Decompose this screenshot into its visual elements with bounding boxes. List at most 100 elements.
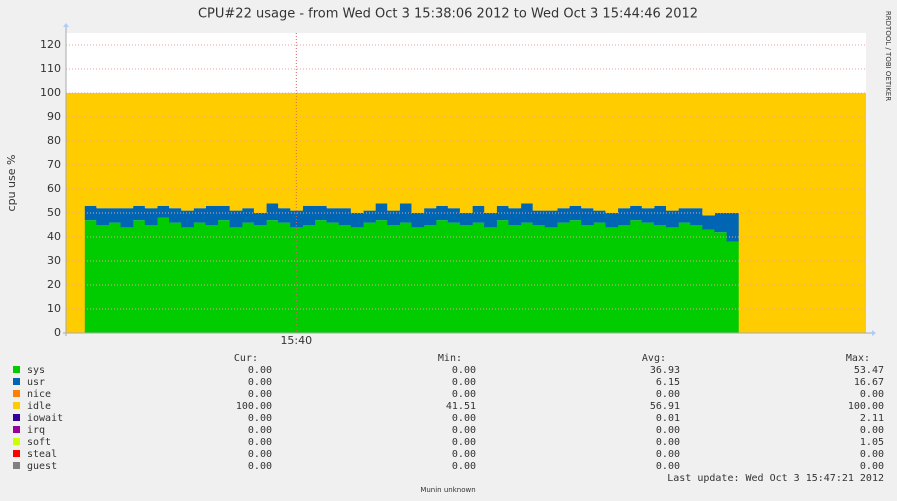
area-segment (690, 208, 703, 225)
summary-value: 2.11 (860, 413, 884, 424)
legend-swatch (13, 426, 20, 433)
area-segment (253, 213, 267, 225)
area-segment (205, 205, 219, 225)
area-segment (617, 93, 631, 209)
legend-label: idle (27, 401, 51, 412)
area-segment (266, 203, 279, 221)
legend-label: iowait (27, 413, 63, 424)
area-segment (726, 93, 740, 213)
summary-value: 0.00 (452, 437, 476, 448)
area-segment (653, 93, 667, 206)
summary-value: 0.00 (656, 437, 680, 448)
area-segment (96, 93, 110, 209)
summary-value: 0.01 (656, 413, 680, 424)
summary-value: 56.91 (650, 401, 680, 412)
summary-value: 0.00 (860, 389, 884, 400)
y-tick-label: 100 (40, 86, 61, 99)
area-segment (181, 227, 194, 333)
legend-label: irq (27, 425, 45, 436)
summary-value: 0.00 (248, 413, 272, 424)
area-segment (387, 225, 400, 333)
area-segment (375, 220, 388, 333)
area-segment (678, 208, 691, 223)
area-segment (641, 222, 655, 333)
area-segment (581, 93, 594, 209)
area-segment (132, 205, 146, 221)
area-segment (375, 203, 388, 221)
area-segment (447, 222, 461, 333)
area-segment (532, 93, 546, 211)
area-segment (823, 93, 837, 333)
area-segment (266, 220, 279, 333)
area-segment (629, 220, 643, 333)
area-segment (278, 208, 291, 223)
area-segment (217, 205, 231, 221)
area-segment (120, 227, 134, 333)
summary-value: 0.00 (452, 377, 476, 388)
area-segment (108, 93, 122, 209)
area-segment (387, 93, 400, 211)
area-segment (544, 93, 558, 211)
area-segment (423, 208, 437, 225)
area-segment (169, 208, 182, 223)
x-tick-label: 15:40 (280, 334, 312, 347)
area-segment (508, 93, 522, 209)
legend-label: usr (27, 377, 45, 388)
area-segment (411, 213, 425, 228)
area-segment (193, 222, 206, 333)
legend-label: soft (27, 437, 51, 448)
area-segment (593, 93, 606, 211)
legend-swatch (13, 414, 20, 421)
area-segment (144, 208, 158, 225)
area-segment (750, 93, 764, 333)
area-segment (738, 93, 752, 333)
area-segment (399, 222, 413, 333)
area-segment (520, 93, 534, 204)
area-segment (193, 208, 206, 223)
area-segment (641, 208, 655, 223)
area-segment (726, 213, 740, 242)
summary-value: 36.93 (650, 365, 680, 376)
y-tick-label: 0 (54, 326, 61, 339)
area-segment (132, 93, 146, 206)
legend-swatch (13, 402, 20, 409)
summary-value: 0.00 (248, 425, 272, 436)
summary-value: 16.67 (854, 377, 884, 388)
summary-value: 0.00 (860, 461, 884, 472)
y-tick-label: 20 (47, 278, 61, 291)
summary-value: 0.00 (860, 425, 884, 436)
area-segment (338, 225, 352, 333)
area-segment (326, 93, 340, 209)
area-segment (532, 225, 546, 333)
area-segment (96, 208, 110, 225)
area-segment (496, 220, 510, 333)
area-segment (556, 93, 570, 209)
area-segment (326, 208, 340, 223)
area-segment (605, 213, 619, 228)
area-segment (556, 208, 570, 223)
area-segment (653, 225, 667, 333)
summary-value: 0.00 (248, 437, 272, 448)
area-segment (362, 93, 376, 211)
area-segment (569, 93, 582, 206)
area-segment (229, 93, 243, 211)
y-tick-label: 60 (47, 182, 61, 195)
area-segment (241, 208, 255, 223)
area-segment (108, 222, 122, 333)
area-segment (302, 225, 316, 333)
summary-value: 0.00 (248, 365, 272, 376)
area-segment (787, 93, 800, 333)
area-segment (690, 225, 703, 333)
area-segment (544, 227, 558, 333)
area-segment (278, 222, 291, 333)
area-segment (569, 220, 582, 333)
area-segment (532, 210, 546, 225)
area-segment (520, 222, 534, 333)
area-segment (496, 205, 510, 221)
area-segment (350, 213, 364, 228)
area-segment (859, 93, 866, 333)
legend-label: sys (27, 365, 45, 376)
area-segment (605, 93, 619, 213)
legend-swatch (13, 366, 20, 373)
area-segment (847, 93, 861, 333)
